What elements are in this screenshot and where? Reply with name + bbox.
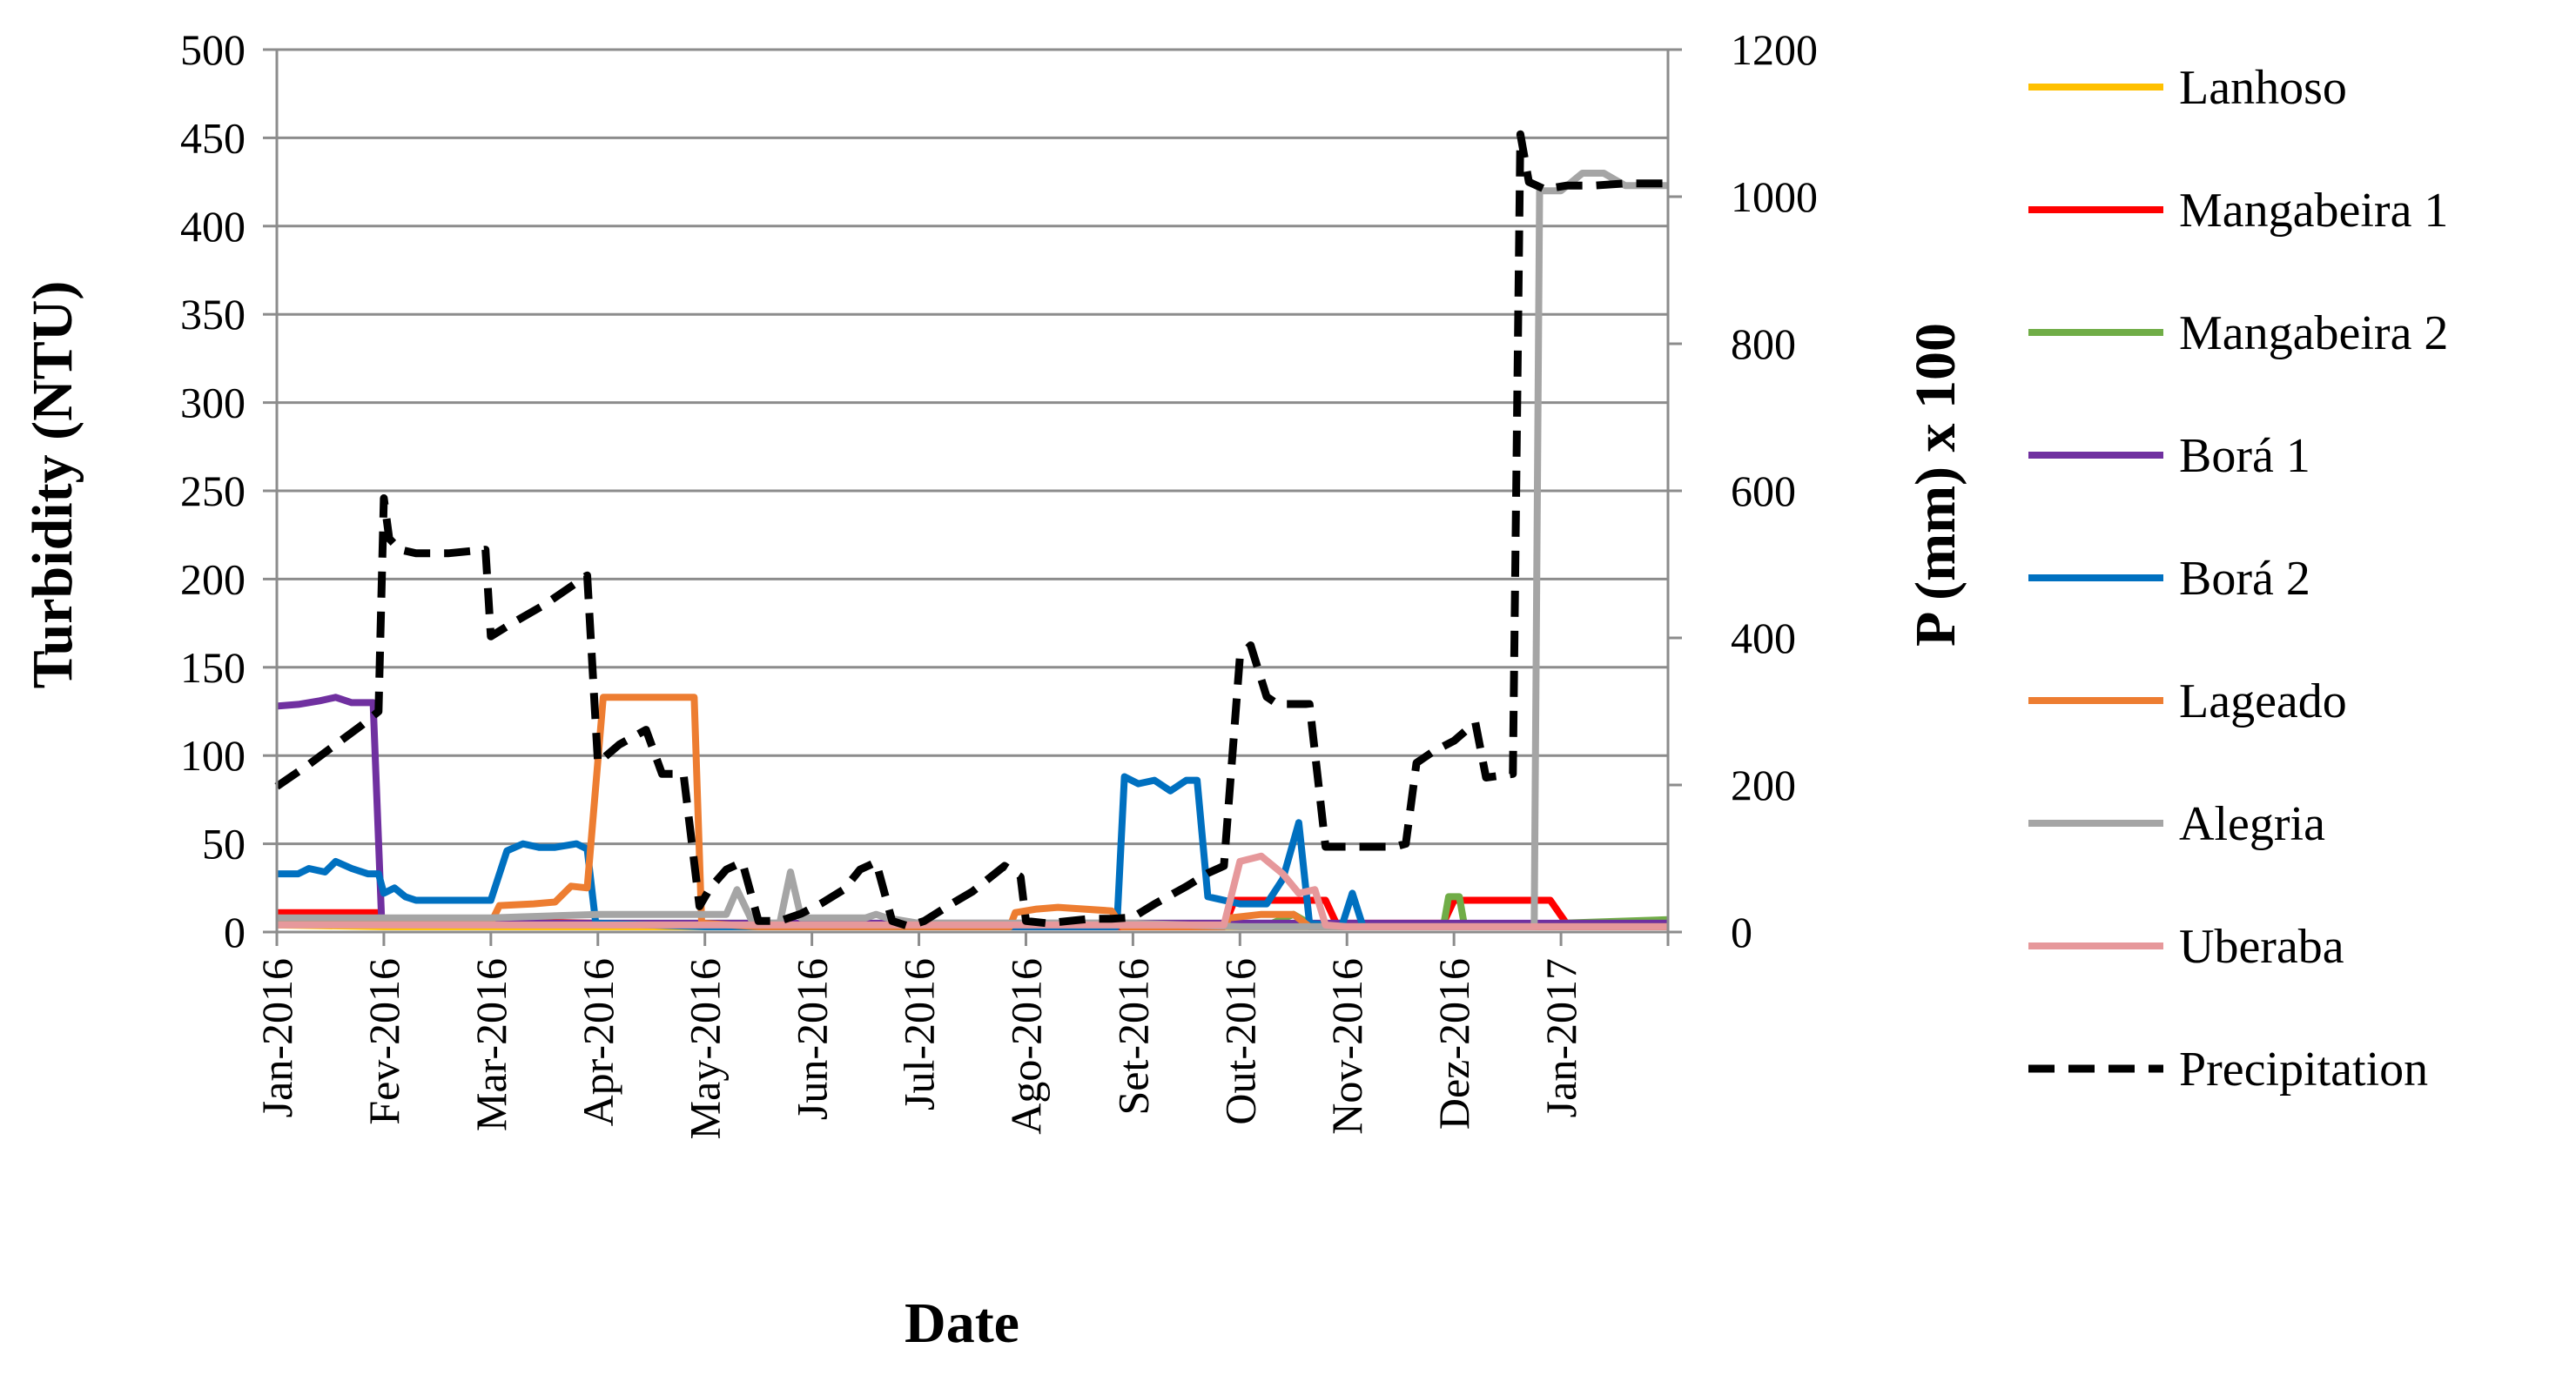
right-axis-tick-label: 800	[1731, 319, 1796, 368]
legend-label-lanhoso: Lanhoso	[2179, 61, 2347, 115]
x-axis-tick-label: Mar-2016	[467, 958, 515, 1131]
left-axis-tick-label: 0	[224, 908, 245, 956]
legend-label-precipitation: Precipitation	[2179, 1043, 2428, 1097]
x-axis-tick-label: Nov-2016	[1322, 958, 1371, 1135]
series-line-alegria	[277, 170, 1668, 930]
x-axis-tick-label: Ago-2016	[1001, 958, 1050, 1135]
left-axis-tick-label: 350	[180, 290, 245, 339]
x-axis-tick-label: Jul-2016	[895, 958, 944, 1110]
right-axis-tick-labels: 0 200 400 600 800 1000 1200	[1731, 25, 1818, 956]
x-axis-title: Date	[905, 1291, 1019, 1355]
right-axis-tick-label: 600	[1731, 466, 1796, 515]
series-lines	[274, 130, 1669, 930]
right-axis-tick-label: 200	[1731, 761, 1796, 809]
legend-label-mangabeira-1: Mangabeira 1	[2179, 184, 2448, 238]
gridlines	[277, 48, 1668, 934]
left-axis-tick-label: 400	[180, 202, 245, 251]
left-axis-tick-label: 50	[202, 820, 245, 869]
x-axis-tick-label: Jun-2016	[788, 958, 837, 1120]
series-line-uberaba	[277, 852, 1668, 930]
axes	[263, 48, 1682, 946]
x-axis-tick-label: Jan-2017	[1537, 958, 1585, 1117]
legend-label-alegria: Alegria	[2179, 797, 2325, 851]
x-axis-tick-label: Jan-2016	[252, 958, 301, 1117]
left-axis-tick-label: 150	[180, 643, 245, 692]
series-line-precipitation	[274, 130, 1668, 930]
x-axis-tick-labels: Jan-2016 Fev-2016 Mar-2016 Apr-2016 May-2016…	[252, 958, 1585, 1139]
left-axis-tick-label: 300	[180, 379, 245, 427]
right-axis-tick-label: 400	[1731, 614, 1796, 662]
legend-label-bor-1: Borá 1	[2179, 429, 2310, 483]
left-axis-tick-labels: 0 50 100 150 200 250 300 350 400 450 500	[180, 25, 245, 956]
legend-label-mangabeira-2: Mangabeira 2	[2179, 306, 2448, 360]
x-axis-tick-label: Out-2016	[1215, 958, 1264, 1125]
right-axis-tick-label: 0	[1731, 908, 1752, 956]
x-axis-tick-label: Apr-2016	[574, 958, 622, 1126]
left-axis-tick-label: 450	[180, 113, 245, 162]
x-axis-tick-label: May-2016	[681, 958, 730, 1139]
y-axis-title: Turbidity (NTU)	[21, 281, 84, 689]
x-axis-tick-label: Set-2016	[1108, 958, 1157, 1116]
legend-label-uberaba: Uberaba	[2179, 920, 2344, 974]
left-axis-tick-label: 100	[180, 731, 245, 780]
y2-axis-title: P (mm) x 100	[1904, 323, 1967, 647]
right-axis-tick-label: 1200	[1731, 25, 1818, 74]
left-axis-tick-label: 200	[180, 554, 245, 603]
right-axis-tick-label: 1000	[1731, 172, 1818, 221]
x-axis-tick-label: Dez-2016	[1429, 958, 1478, 1130]
left-axis-tick-label: 500	[180, 25, 245, 74]
x-axis-tick-label: Fev-2016	[360, 958, 408, 1125]
left-axis-tick-label: 250	[180, 466, 245, 515]
legend: Lanhoso Mangabeira 1 Mangabeira 2 Borá 1 Bor…	[2028, 61, 2448, 1097]
legend-label-lageado: Lageado	[2179, 674, 2347, 728]
legend-label-bor-2: Borá 2	[2179, 552, 2310, 606]
